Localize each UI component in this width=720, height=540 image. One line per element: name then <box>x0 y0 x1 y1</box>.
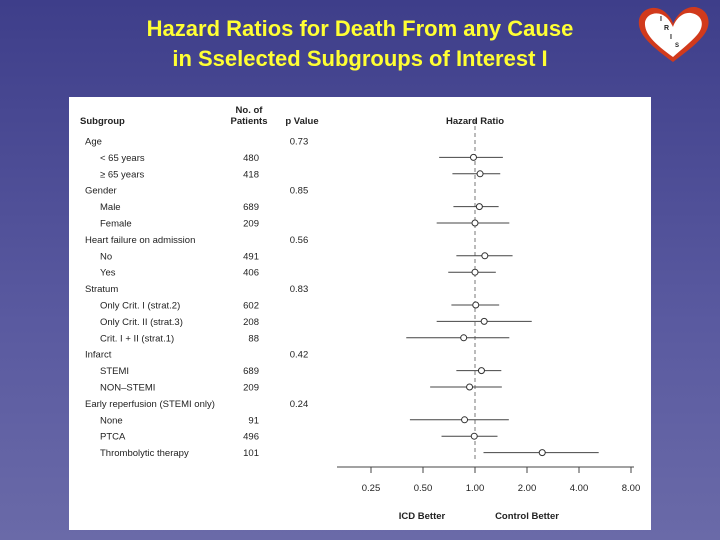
x-axis: 0.25 0.50 1.00 2.00 4.00 8.00 <box>337 466 641 494</box>
group-row: Heart failure on admission 0.56 <box>85 235 308 246</box>
hr-point <box>475 203 483 211</box>
row-patients: 88 <box>248 333 259 344</box>
row-label: No <box>100 251 112 262</box>
header-patients-line2: Patients <box>231 116 268 127</box>
row-patients: 208 <box>243 317 259 328</box>
row-label: Crit. I + II (strat.1) <box>100 333 174 344</box>
subgroup-row: Yes 406 <box>100 268 496 279</box>
slide-title: Hazard Ratios for Death From any Cause i… <box>0 14 720 74</box>
forest-plot: Subgroup No. of Patients p Value Hazard … <box>80 105 641 522</box>
row-patients: 418 <box>243 169 259 180</box>
row-patients: 406 <box>243 268 259 279</box>
subgroup-row: Only Crit. II (strat.3) 208 <box>100 317 532 328</box>
logo-heart-inner <box>644 12 702 57</box>
logo-letter-2: R <box>664 25 669 32</box>
row-label: Thrombolytic therapy <box>100 448 189 459</box>
subgroup-row: PTCA 496 <box>100 432 498 443</box>
group-row: Early reperfusion (STEMI only) 0.24 <box>85 399 308 410</box>
logo-letter-4: S <box>675 43 679 49</box>
row-pvalue: 0.85 <box>290 186 309 197</box>
subgroup-row: Female 209 <box>100 219 510 230</box>
row-label: PTCA <box>100 432 126 443</box>
subgroup-row: Male 689 <box>100 202 499 213</box>
group-row: Gender 0.85 <box>85 186 308 197</box>
subgroup-row: ≥ 65 years 418 <box>100 169 501 180</box>
row-label: NON–STEMI <box>100 383 155 394</box>
row-pvalue: 0.42 <box>290 350 309 361</box>
axis-tick-label: 4.00 <box>570 483 589 494</box>
hr-point <box>471 268 479 276</box>
group-row: Age 0.73 <box>85 137 308 148</box>
row-label: Only Crit. II (strat.3) <box>100 317 183 328</box>
logo-letter-3: I <box>670 34 672 41</box>
iris-logo: I R I S <box>638 6 709 62</box>
row-label: Heart failure on admission <box>85 235 195 246</box>
header-patients-line1: No. of <box>236 105 264 116</box>
subgroup-rows: Age 0.73 < 65 years 480 ≥ 65 years 418 Gender 0… <box>85 119 599 462</box>
hr-point <box>461 416 469 424</box>
label-icd-better: ICD Better <box>399 511 446 522</box>
subgroup-row: No 491 <box>100 251 513 262</box>
axis-tick-label: 0.25 <box>362 483 381 494</box>
group-row: Infarct 0.42 <box>85 350 308 361</box>
row-label: Gender <box>85 186 117 197</box>
axis-tick-label: 2.00 <box>518 483 537 494</box>
row-patients: 209 <box>243 219 259 230</box>
label-control-better: Control Better <box>495 511 559 522</box>
forest-plot-panel: Subgroup No. of Patients p Value Hazard … <box>69 97 651 530</box>
axis-tick-label: 0.50 <box>414 483 433 494</box>
subgroup-row: None 91 <box>100 415 509 426</box>
header-subgroup: Subgroup <box>80 116 125 127</box>
row-pvalue: 0.73 <box>290 137 309 148</box>
row-label: Infarct <box>85 350 112 361</box>
hr-point <box>470 432 478 440</box>
row-patients: 496 <box>243 432 259 443</box>
row-patients: 689 <box>243 202 259 213</box>
row-patients: 209 <box>243 383 259 394</box>
subgroup-row: STEMI 689 <box>100 366 502 377</box>
header-pvalue: p Value <box>285 116 318 127</box>
row-patients: 91 <box>248 415 259 426</box>
subgroup-row: Crit. I + II (strat.1) 88 <box>100 333 510 344</box>
subgroup-row: NON–STEMI 209 <box>100 383 502 394</box>
hr-point <box>466 383 474 391</box>
row-label: < 65 years <box>100 153 145 164</box>
row-patients: 101 <box>243 448 259 459</box>
row-patients: 491 <box>243 251 259 262</box>
row-patients: 689 <box>243 366 259 377</box>
logo-letter-1: I <box>660 16 662 23</box>
title-line-2: in Sselected Subgroups of Interest I <box>172 46 548 71</box>
row-label: STEMI <box>100 366 129 377</box>
row-label: Age <box>85 137 102 148</box>
row-pvalue: 0.56 <box>290 235 309 246</box>
hr-point <box>471 219 479 227</box>
row-label: Stratum <box>85 284 118 295</box>
row-pvalue: 0.24 <box>290 399 309 410</box>
hr-point <box>469 153 477 161</box>
row-label: Female <box>100 219 132 230</box>
row-label: Only Crit. I (strat.2) <box>100 301 180 312</box>
row-label: Male <box>100 202 121 213</box>
row-label: Early reperfusion (STEMI only) <box>85 399 215 410</box>
group-row: Stratum 0.83 <box>85 284 308 295</box>
row-pvalue: 0.83 <box>290 284 309 295</box>
axis-tick-label: 8.00 <box>622 483 641 494</box>
row-patients: 480 <box>243 153 259 164</box>
row-label: ≥ 65 years <box>100 169 145 180</box>
hr-point <box>538 449 546 457</box>
hr-point <box>477 367 485 375</box>
subgroup-row: Thrombolytic therapy 101 <box>100 448 599 459</box>
hr-point <box>480 317 488 325</box>
row-label: None <box>100 415 123 426</box>
hr-point <box>472 301 480 309</box>
hr-point <box>481 252 489 260</box>
hr-point <box>460 334 468 342</box>
row-label: Yes <box>100 268 116 279</box>
row-patients: 602 <box>243 301 259 312</box>
axis-tick-label: 1.00 <box>466 483 485 494</box>
subgroup-row: < 65 years 480 <box>100 153 503 164</box>
subgroup-row: Only Crit. I (strat.2) 602 <box>100 301 500 312</box>
hr-point <box>476 170 484 178</box>
title-line-1: Hazard Ratios for Death From any Cause <box>146 16 574 41</box>
